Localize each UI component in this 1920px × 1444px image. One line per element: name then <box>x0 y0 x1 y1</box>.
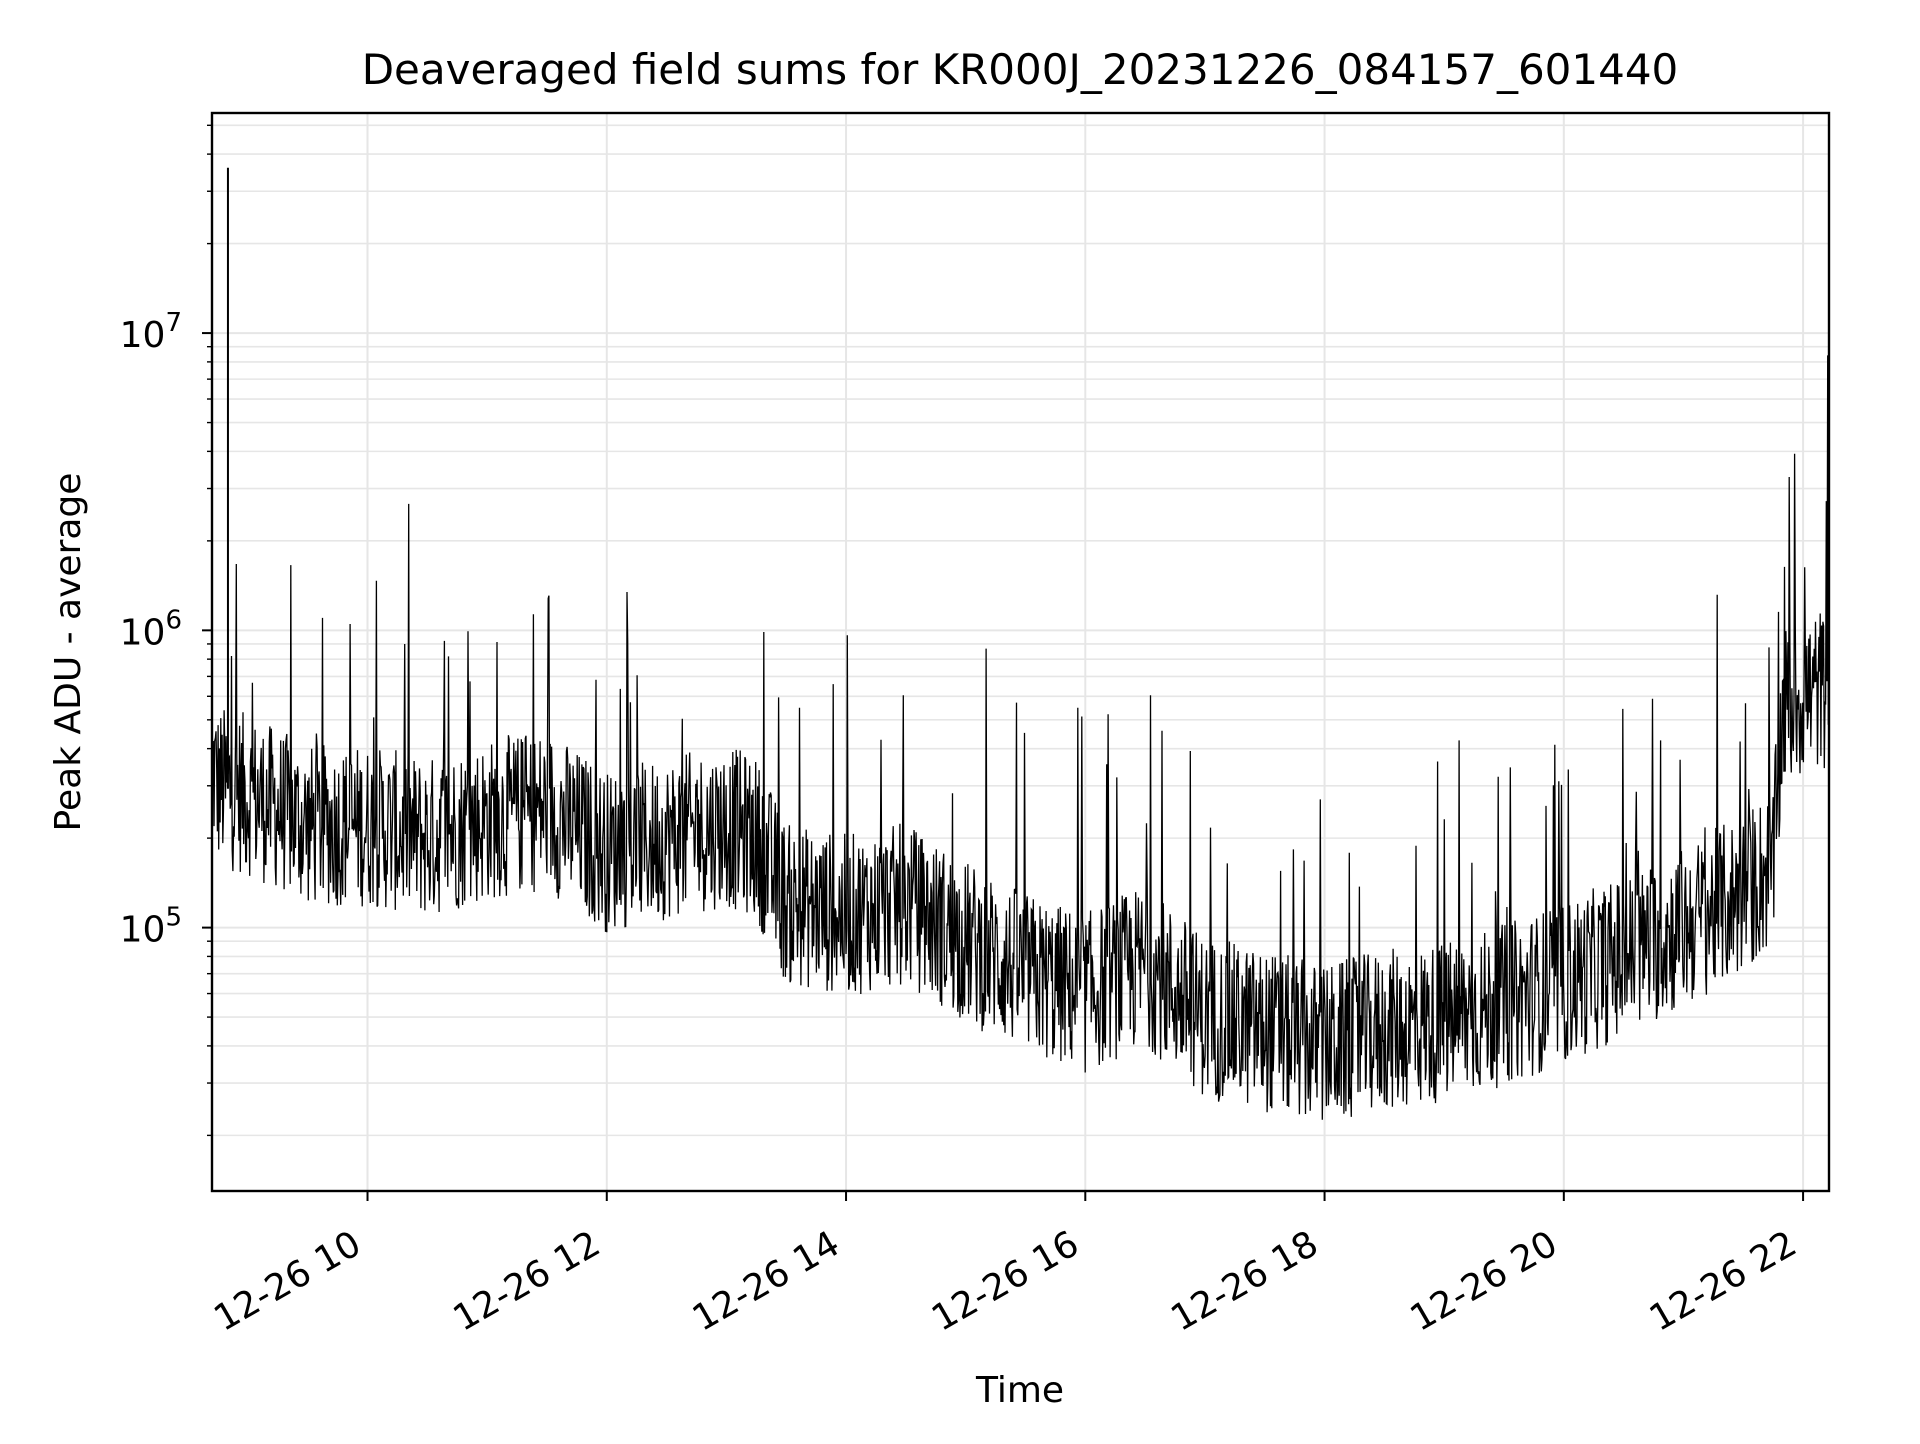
x-axis: 12-26 10 12-26 12 12-26 14 12-26 16 12-26 18… <box>207 1191 1805 1340</box>
x-tick-label: 12-26 12 <box>447 1223 608 1339</box>
x-tick-label: 12-26 18 <box>1164 1223 1325 1339</box>
y-axis: 105 106 107 <box>120 124 212 1137</box>
x-tick-label: 12-26 10 <box>207 1223 368 1339</box>
x-tick-label: 12-26 22 <box>1643 1223 1804 1339</box>
series-line <box>211 355 1830 1120</box>
x-tick-label: 12-26 16 <box>925 1223 1086 1339</box>
grid <box>212 113 1829 1191</box>
y-tick-label: 107 <box>120 308 182 356</box>
plot-frame <box>210 111 1831 1193</box>
x-tick-label: 12-26 14 <box>686 1223 847 1339</box>
x-axis-label: Time <box>975 1370 1064 1411</box>
y-tick-label: 105 <box>120 903 182 951</box>
plot-area <box>211 167 1830 1120</box>
y-tick-label: 106 <box>120 605 182 653</box>
y-axis-label: Peak ADU - average <box>48 473 89 832</box>
chart-title: Deaveraged field sums for KR000J_2023122… <box>362 45 1679 94</box>
x-tick-label: 12-26 20 <box>1404 1223 1565 1339</box>
